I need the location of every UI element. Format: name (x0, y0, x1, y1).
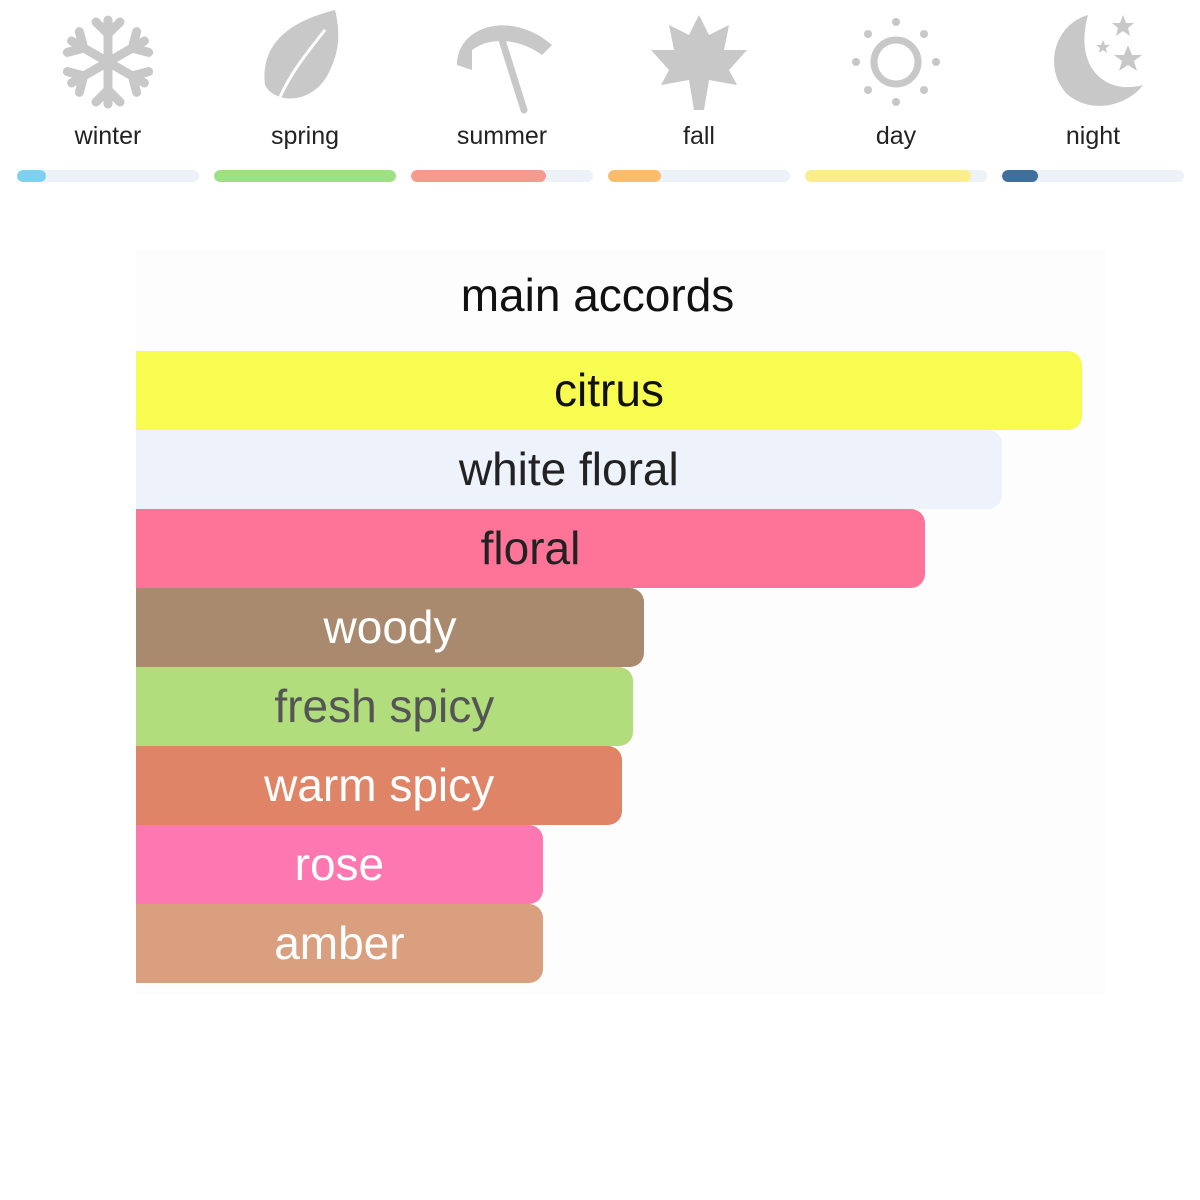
season-winter: winter (17, 0, 199, 190)
season-fall: fall (608, 0, 790, 190)
accord-bar-white-floral: white floral (136, 430, 1002, 509)
season-bar-track (411, 170, 593, 182)
season-bar-track (608, 170, 790, 182)
season-bar-track (805, 170, 987, 182)
season-label: day (875, 122, 917, 150)
season-day: day (805, 0, 987, 190)
season-bar-fill (608, 170, 661, 182)
snowflake-icon (58, 15, 158, 115)
season-bar-fill (805, 170, 971, 182)
chart-title: main accords (460, 269, 735, 321)
accord-bar-rose: rose (136, 825, 543, 904)
accord-bar-amber: amber (136, 904, 543, 983)
season-label: night (1065, 122, 1121, 150)
season-bar-fill (1002, 170, 1039, 182)
leaf-icon (264, 10, 339, 111)
season-bar-track (214, 170, 396, 182)
season-summer: summer (411, 0, 593, 190)
maple-leaf-icon (651, 15, 747, 110)
accord-bar-fresh-spicy: fresh spicy (136, 667, 633, 746)
season-label: spring (270, 122, 340, 150)
season-ratings: winter spring summer fall day night (0, 0, 1200, 190)
season-label: winter (74, 122, 142, 150)
season-label: fall (683, 122, 715, 150)
accord-bar-citrus: citrus (136, 351, 1082, 430)
season-spring: spring (214, 0, 396, 190)
season-label: summer (456, 122, 548, 150)
accord-bar-warm-spicy: warm spicy (136, 746, 623, 825)
season-bar-fill (411, 170, 546, 182)
season-bar-fill (214, 170, 396, 182)
season-bar-fill (17, 170, 47, 182)
season-bar-track (1002, 170, 1184, 182)
season-night: night (1002, 0, 1184, 190)
accord-bar-floral: floral (136, 509, 925, 588)
sun-icon (852, 18, 940, 106)
moon-stars-icon (1054, 15, 1143, 106)
season-bar-track (17, 170, 199, 182)
accord-bar-woody: woody (136, 588, 644, 667)
umbrella-icon (457, 25, 552, 114)
